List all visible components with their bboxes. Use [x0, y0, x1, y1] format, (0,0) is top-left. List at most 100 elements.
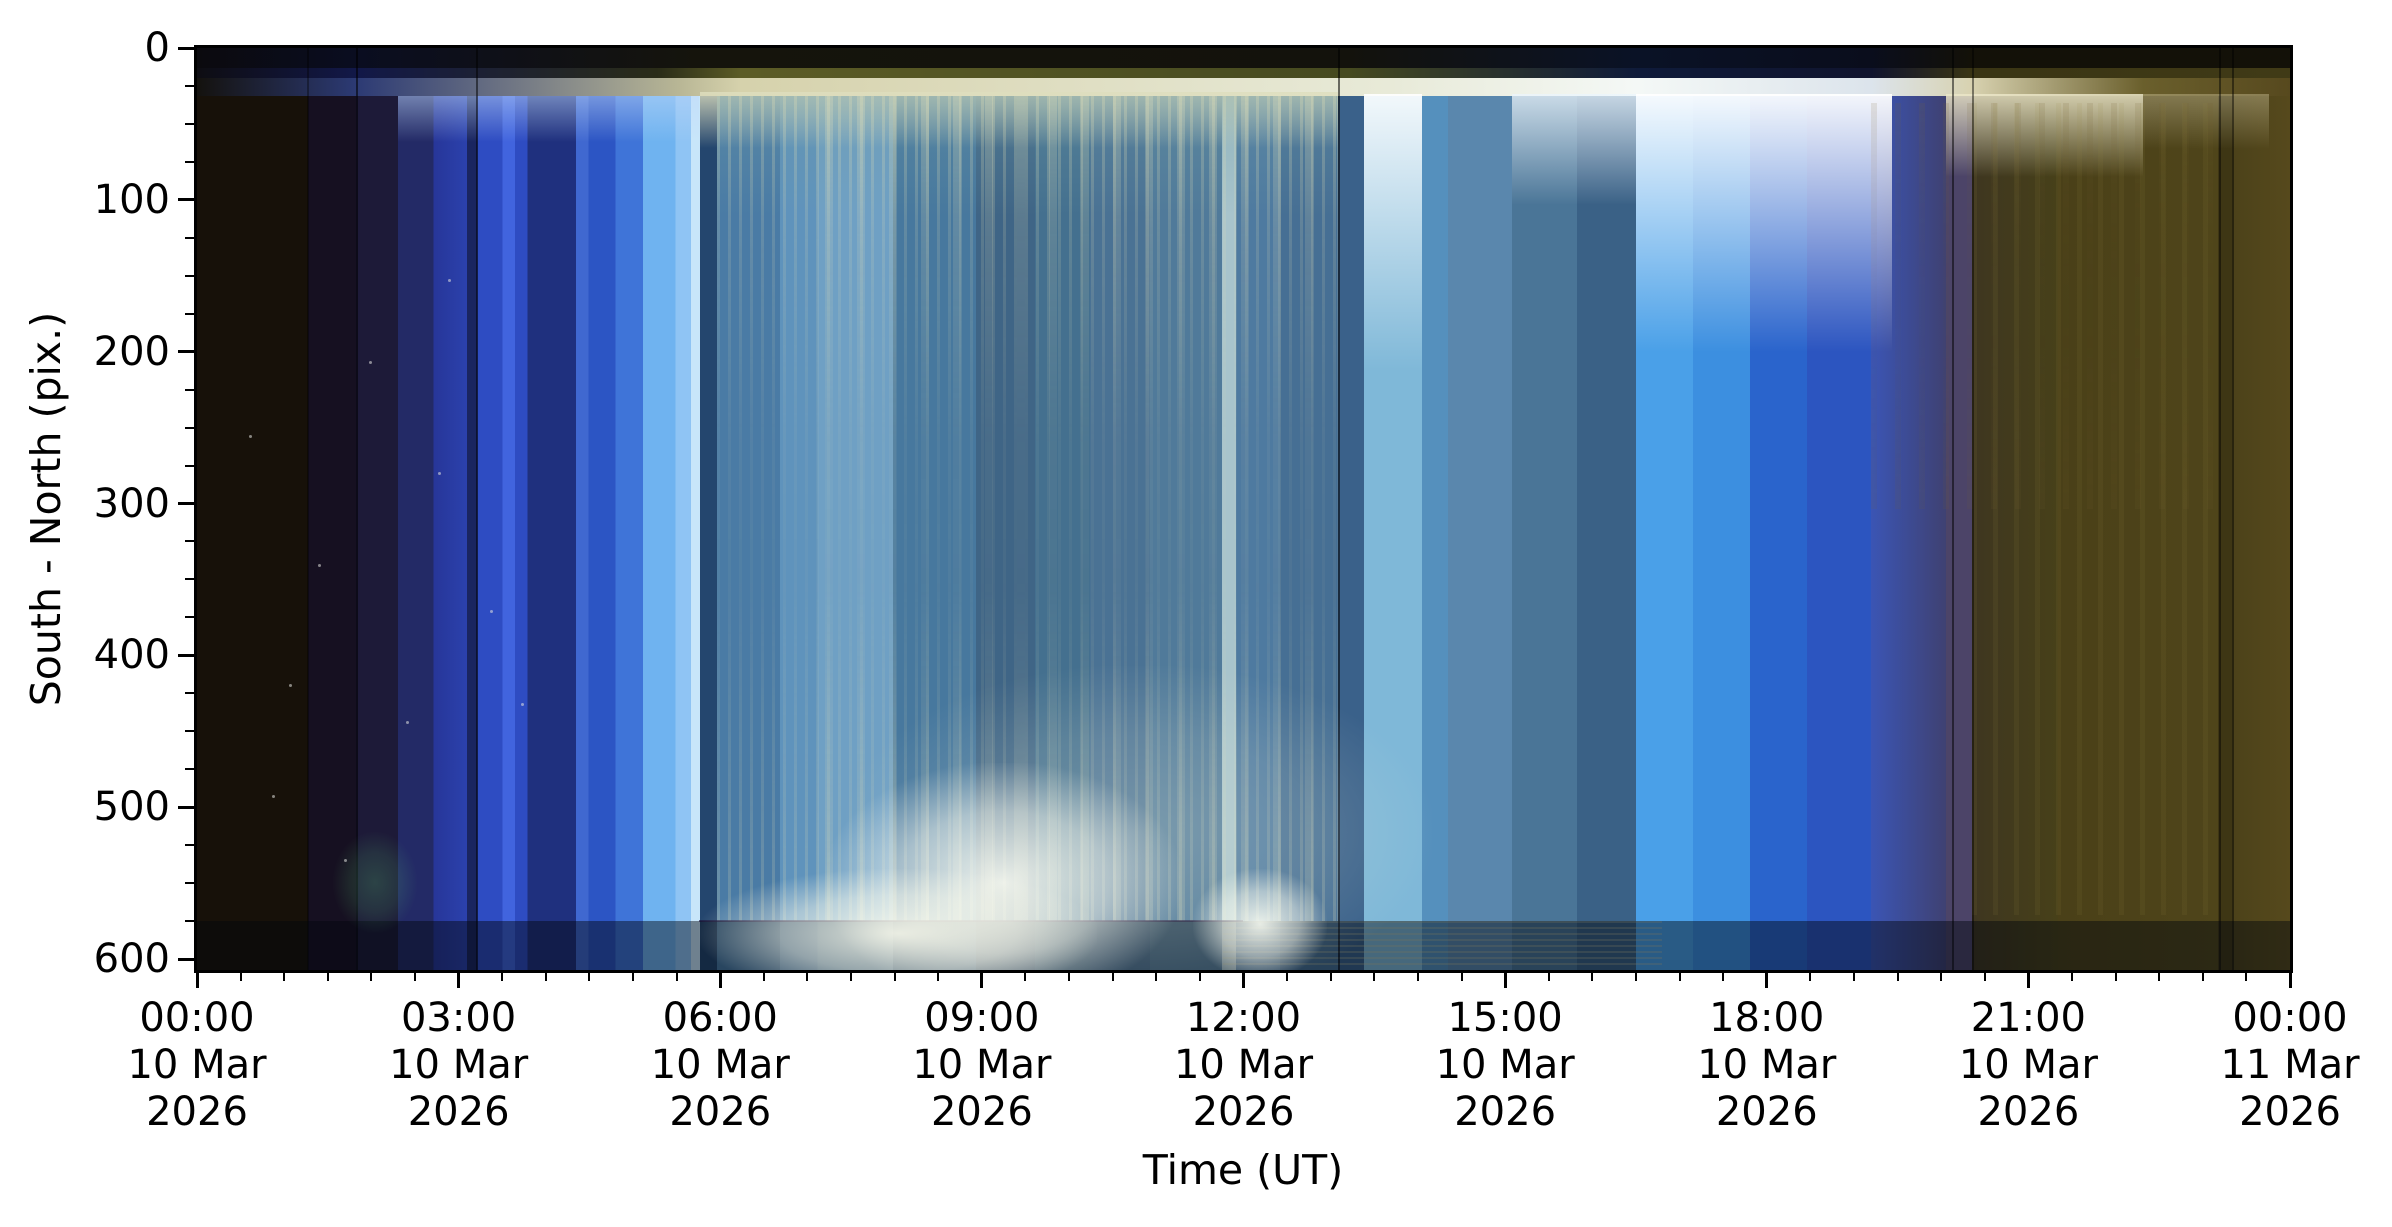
y-minor-tick	[185, 464, 194, 467]
x-minor-tick	[2070, 972, 2073, 981]
star-dot	[272, 794, 276, 798]
x-tick-label-line: 10 Mar	[1173, 1042, 1314, 1088]
x-minor-tick	[544, 972, 547, 981]
y-minor-tick	[185, 312, 194, 315]
cloud-top-fade	[2143, 94, 2270, 150]
x-tick-label-line: 15:00	[1447, 995, 1563, 1041]
y-minor-tick	[185, 768, 194, 771]
cloud-top-fade	[1636, 94, 1893, 353]
x-major-tick	[718, 972, 722, 988]
y-minor-tick	[185, 236, 194, 239]
x-tick-label: 12:00 10 Mar 2026	[1174, 995, 1313, 1136]
x-minor-tick	[1024, 972, 1027, 981]
image-seam-line	[2219, 48, 2222, 970]
x-major-tick	[1503, 972, 1507, 988]
x-tick-label-line: 12:00	[1185, 995, 1302, 1041]
x-tick-label-line: 11 Mar	[2220, 1042, 2360, 1088]
x-tick-label-line: 21:00	[1970, 995, 2087, 1041]
y-major-tick	[178, 46, 194, 50]
x-tick-label: 06:00 10 Mar 2026	[651, 995, 790, 1136]
image-seam-line	[1972, 48, 1975, 970]
x-minor-tick	[1460, 972, 1463, 981]
cloud-top-fade	[1512, 94, 1637, 205]
keogram-top-strip	[197, 78, 2290, 96]
x-major-tick	[2288, 972, 2292, 988]
x-tick-label-line: 18:00	[1709, 995, 1825, 1041]
x-minor-tick	[1416, 972, 1419, 981]
x-minor-tick	[1983, 972, 1986, 981]
x-minor-tick	[501, 972, 504, 981]
star-dot	[289, 684, 293, 688]
y-tick-label: 0	[144, 25, 170, 71]
y-major-tick	[178, 350, 194, 354]
x-minor-tick	[1547, 972, 1550, 981]
x-tick-label: 18:00 10 Mar 2026	[1697, 995, 1836, 1136]
x-tick-label-line: 2026	[1192, 1089, 1295, 1135]
cloud-streaks	[1972, 103, 2219, 915]
x-axis-title: Time (UT)	[1142, 1146, 1344, 1194]
keogram-plot-area	[197, 48, 2290, 970]
y-minor-tick	[185, 730, 194, 733]
x-tick-label-line: 03:00	[400, 995, 517, 1041]
x-major-tick	[2026, 972, 2030, 988]
x-minor-tick	[675, 972, 678, 981]
x-minor-tick	[1286, 972, 1289, 981]
image-seam-line	[1338, 48, 1341, 970]
x-minor-tick	[1329, 972, 1332, 981]
y-major-tick	[178, 805, 194, 809]
x-minor-tick	[370, 972, 373, 981]
x-minor-tick	[1198, 972, 1201, 981]
y-tick-label: 500	[93, 784, 170, 831]
x-tick-label-line: 10 Mar	[389, 1042, 529, 1088]
bright-glow	[845, 665, 1432, 970]
image-seam-line	[307, 48, 310, 970]
y-major-tick	[178, 957, 194, 961]
x-minor-tick	[1068, 972, 1071, 981]
x-minor-tick	[283, 972, 286, 981]
x-minor-tick	[1896, 972, 1899, 981]
star-dot	[521, 702, 525, 706]
x-minor-tick	[762, 972, 765, 981]
y-minor-tick	[185, 160, 194, 163]
y-minor-tick	[185, 122, 194, 125]
y-tick-label: 600	[93, 936, 170, 982]
x-minor-tick	[326, 972, 329, 981]
star-dot	[249, 435, 253, 439]
x-minor-tick	[937, 972, 940, 981]
y-tick-label: 200	[93, 328, 170, 375]
x-tick-label-line: 2026	[2239, 1089, 2341, 1135]
cloud-top-fade	[1946, 94, 2144, 178]
x-tick-label-line: 10 Mar	[1958, 1042, 2098, 1088]
y-major-tick	[178, 502, 194, 505]
image-seam-line	[1952, 48, 1955, 970]
x-minor-tick	[2245, 972, 2248, 981]
star-dot	[368, 361, 372, 365]
x-tick-label-line: 10 Mar	[127, 1042, 267, 1088]
x-major-tick	[980, 972, 984, 988]
x-tick-label-line: 10 Mar	[1435, 1042, 1575, 1088]
x-major-tick	[195, 972, 199, 988]
x-minor-tick	[1591, 972, 1594, 981]
x-tick-label-line: 2026	[1715, 1089, 1818, 1135]
cloud-top-fade	[1364, 94, 1423, 371]
x-minor-tick	[850, 972, 853, 981]
y-minor-tick	[185, 844, 194, 847]
y-minor-tick	[185, 540, 194, 543]
y-tick-label: 300	[93, 480, 170, 527]
image-seam-line	[356, 48, 359, 970]
x-minor-tick	[1111, 972, 1114, 981]
y-minor-tick	[185, 920, 194, 923]
x-tick-label-line: 2026	[669, 1089, 772, 1135]
x-minor-tick	[1852, 972, 1855, 981]
x-minor-tick	[2114, 972, 2117, 981]
x-minor-tick	[2201, 972, 2204, 981]
x-tick-label-line: 10 Mar	[912, 1042, 1052, 1088]
x-tick-label-line: 2026	[1454, 1089, 1557, 1135]
y-major-tick	[178, 653, 194, 657]
x-tick-label: 00:00 10 Mar 2026	[127, 995, 266, 1136]
y-tick-label: 100	[93, 176, 170, 223]
bright-glow	[1193, 868, 1328, 970]
keogram-top-strip	[197, 68, 2290, 79]
star-dot	[406, 721, 410, 725]
